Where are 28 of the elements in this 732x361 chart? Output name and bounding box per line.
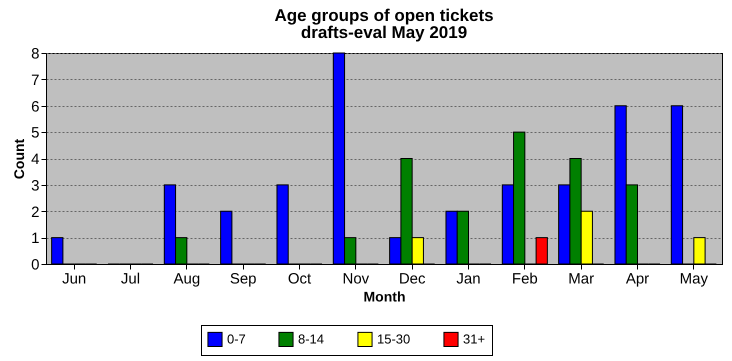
x-tick-label: Jun [62,270,86,288]
y-tick-label: 7 [31,72,40,89]
y-tick-label: 8 [31,46,40,62]
legend-label: 0-7 [227,331,246,346]
x-tick-label: Jan [456,270,481,288]
x-tick-label: Feb [512,270,538,288]
y-tick-label: 1 [31,230,40,248]
y-tick-label: 5 [31,124,40,142]
x-axis-title: Month [364,288,406,304]
y-tick-label: 6 [31,98,40,116]
y-tick-label: 0 [31,256,40,274]
x-tick-label: Nov [342,270,370,288]
x-tick-label: Sep [230,270,257,288]
x-tick-label: Apr [626,270,650,288]
x-tick-label: Dec [398,270,426,288]
x-tick-label: Oct [288,270,312,288]
x-tick-label: Aug [173,270,200,288]
legend-label: 8-14 [298,331,324,346]
x-tick-label: Jul [120,270,140,288]
y-tick-label: 4 [31,151,40,168]
x-tick-label: May [680,270,708,288]
y-tick-label: 3 [31,177,40,194]
x-tick-label: Mar [568,270,594,288]
legend-label: 31+ [463,331,486,346]
y-tick-label: 2 [31,204,40,221]
y-axis-title: Count [11,138,28,180]
chart-title: Age groups of open tickets [274,6,494,25]
legend-label: 15-30 [377,331,410,346]
